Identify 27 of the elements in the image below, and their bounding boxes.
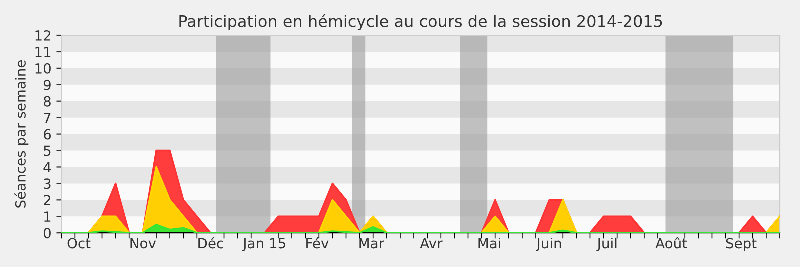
y-tick-label: 5 (44, 146, 51, 156)
x-tick-label: Oct (68, 238, 91, 249)
y-tick-label: 9 (44, 80, 51, 90)
y-tick-label: 0 (44, 228, 51, 239)
y-tick-label: 8 (44, 96, 51, 107)
y-tick-label: 3 (44, 178, 51, 190)
y-tick-label: 6 (44, 129, 52, 140)
x-tick-label: Jan 15 (242, 238, 286, 252)
y-tick-label: 12 (36, 30, 50, 41)
y-tick-label: 10 (36, 63, 51, 74)
y-tick-label: 7 (44, 112, 51, 124)
y-tick-label: 11 (36, 47, 51, 58)
x-tick-label: Mar (360, 238, 385, 249)
x-tick-label: Nov (130, 238, 156, 249)
x-tick-label: Fév (306, 237, 329, 249)
y-axis-title: Séances par semaine (14, 60, 29, 208)
chart-title: Participation en hémicycle au cours de la session 2014-2015 (180, 14, 662, 30)
x-tick-label: Avr (420, 238, 443, 249)
x-tick-label: Août (656, 237, 688, 249)
x-tick-label: Juin (536, 238, 562, 252)
y-tick-label: 1 (44, 212, 51, 222)
x-tick-label: Mai (478, 238, 500, 249)
x-tick-label: Sept (726, 238, 757, 252)
x-tick-label: Juil (596, 238, 617, 252)
x-tick-label: Déc (198, 237, 224, 249)
y-tick-label: 4 (44, 162, 52, 173)
y-tick-label: 2 (44, 195, 50, 206)
